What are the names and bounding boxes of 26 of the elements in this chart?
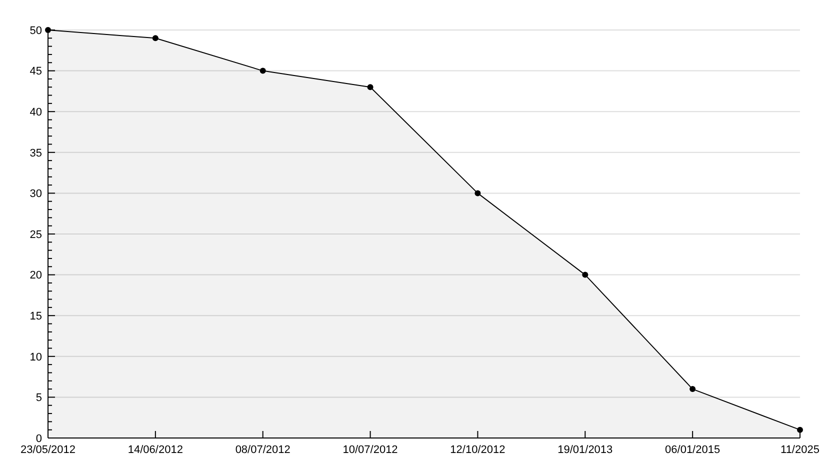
point: [582, 272, 588, 278]
y-tick-label: 10: [30, 351, 42, 364]
x-tick-label: 06/01/2015: [665, 444, 720, 456]
x-tick-label: 14/06/2012: [128, 444, 183, 456]
y-tick-label: 50: [30, 24, 42, 37]
y-tick-label: 5: [36, 392, 42, 404]
point: [260, 68, 266, 74]
y-tick-label: 45: [30, 66, 42, 78]
y-tick-label: 0: [36, 432, 42, 445]
y-tick-label: 40: [30, 106, 42, 118]
point: [690, 386, 696, 392]
point: [797, 426, 803, 433]
x-tick-label: 12/10/2012: [450, 444, 506, 456]
y-tick-label: 15: [30, 310, 42, 322]
y-tick-label: 20: [30, 270, 42, 282]
point: [152, 35, 158, 42]
x-tick-label: 19/01/2013: [558, 444, 613, 456]
y-tick-label: 35: [30, 147, 42, 160]
x-tick-label: 23/05/2012: [20, 444, 76, 456]
x-tick-label: 08/07/2012: [235, 444, 290, 456]
point: [474, 190, 481, 196]
point: [367, 84, 374, 90]
y-tick-label: 30: [30, 188, 42, 200]
x-tick-label: 11/2025: [780, 444, 820, 456]
y-tick-label: 25: [30, 228, 42, 241]
x-tick-label: 10/07/2012: [342, 444, 398, 456]
